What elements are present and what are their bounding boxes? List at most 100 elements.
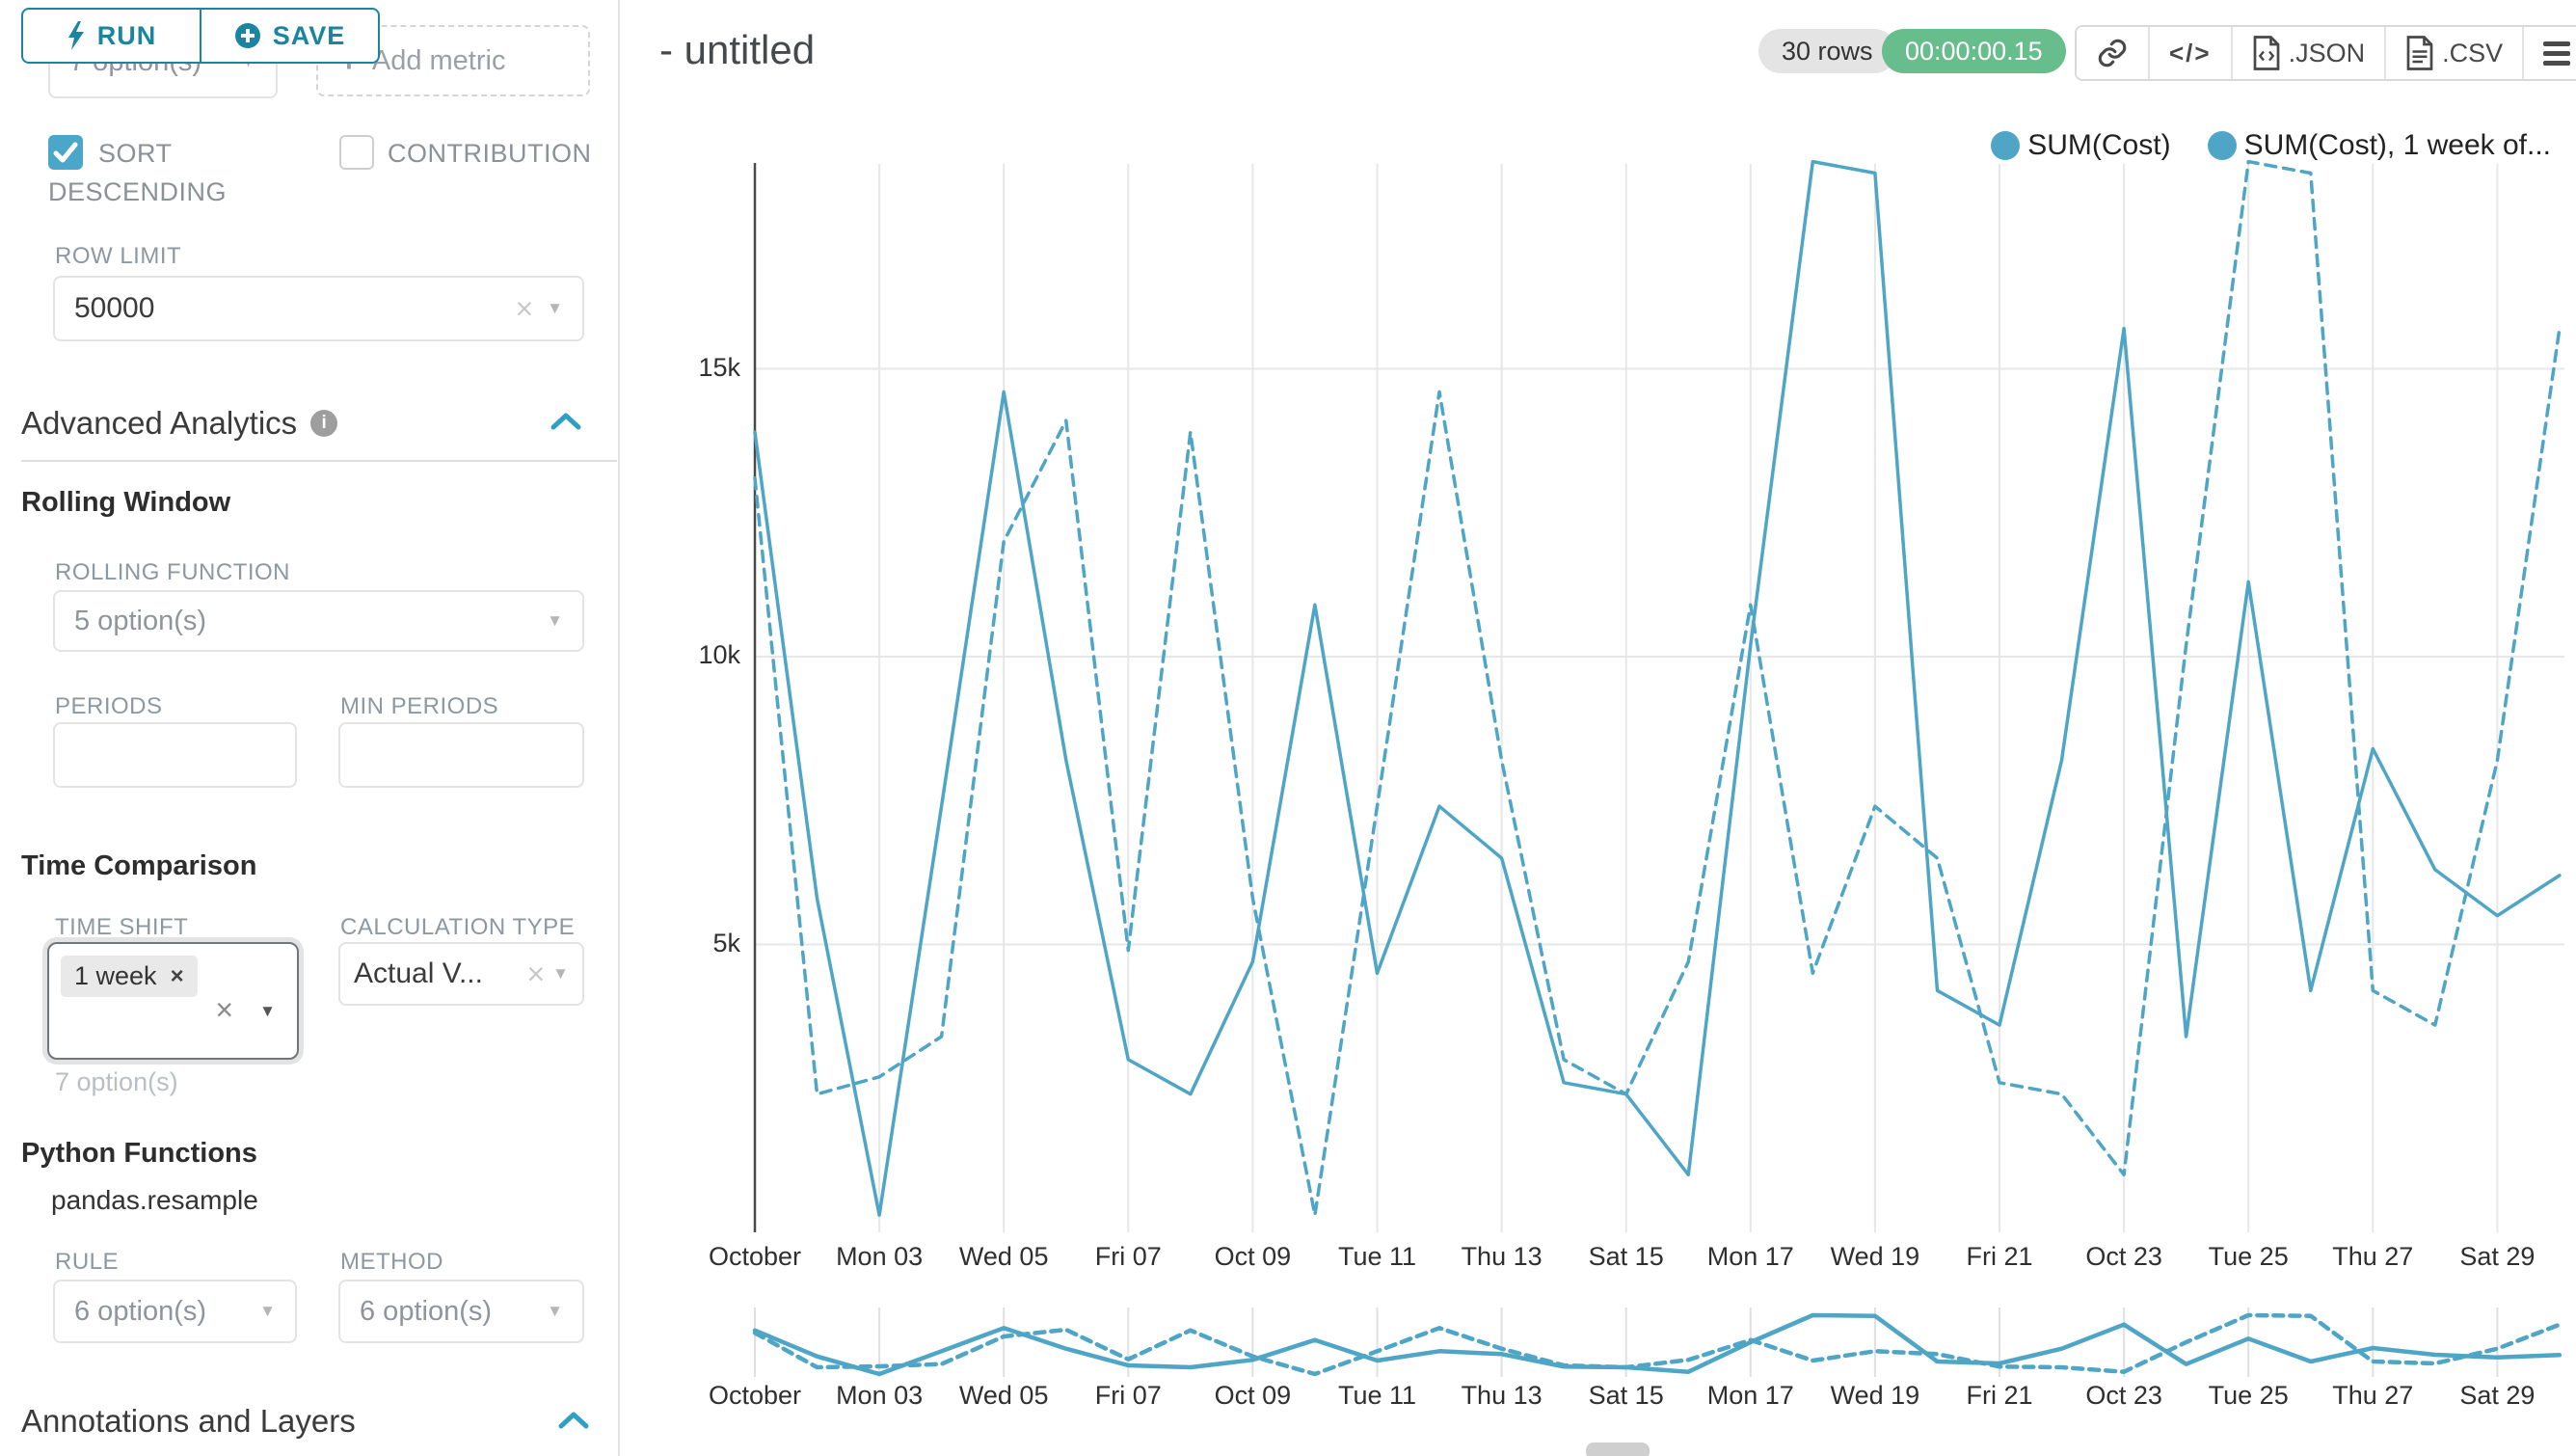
menu-icon (2543, 40, 2571, 66)
calculation-type-select[interactable]: Actual V... × ▼ (338, 942, 584, 1006)
rule-select[interactable]: 6 option(s) ▼ (53, 1280, 297, 1343)
mini-x-axis-tick-label: Thu 27 (2332, 1381, 2414, 1410)
x-axis-tick-label: Wed 05 (958, 1242, 1049, 1271)
file-text-icon (2406, 36, 2433, 70)
save-button[interactable]: SAVE (200, 10, 378, 62)
csv-label: .CSV (2442, 38, 2504, 67)
control-panel-sidebar: 7 option(s) ▼ + Add metric RUN SAVE (0, 0, 620, 1456)
info-icon[interactable]: i (310, 410, 338, 437)
run-button[interactable]: RUN (23, 10, 200, 62)
mini-x-axis-tick-label: Oct 23 (2085, 1381, 2162, 1410)
min-periods-input[interactable] (338, 722, 584, 788)
query-timer-badge: 00:00:00.15 (1882, 29, 2066, 73)
x-axis-tick-label: Sat 29 (2459, 1242, 2536, 1271)
legend-label: SUM(Cost) (2027, 129, 2171, 161)
method-label: METHOD (340, 1249, 443, 1275)
series-line-dashed (753, 160, 2562, 1217)
mini-x-axis-tick-label: Thu 13 (1461, 1381, 1543, 1410)
export-json-button[interactable]: .JSON (2230, 27, 2385, 79)
mini-x-axis-tick-label: Tue 25 (2208, 1381, 2289, 1410)
add-metric-label: Add metric (371, 44, 506, 76)
legend-dot-icon (1991, 131, 2021, 160)
code-icon: </> (2169, 38, 2212, 67)
mini-series-line-solid (752, 1312, 2563, 1377)
x-axis-tick-label: Sat 15 (1588, 1242, 1664, 1271)
embed-code-button[interactable]: </> (2148, 27, 2231, 79)
mini-x-axis-tick-label: Wed 19 (1830, 1381, 1920, 1410)
time-shift-tag: 1 week × (61, 956, 198, 997)
calculation-type-value: Actual V... (354, 957, 483, 989)
periods-input[interactable] (53, 722, 297, 788)
advanced-analytics-title: Advanced Analytics (21, 405, 298, 441)
time-shift-hint: 7 option(s) (55, 1067, 178, 1096)
x-axis-tick-label: Thu 27 (2332, 1242, 2414, 1271)
time-comparison-title: Time Comparison (21, 850, 257, 881)
export-csv-button[interactable]: .CSV (2384, 27, 2523, 79)
mini-preview-chart[interactable] (752, 1302, 2576, 1383)
x-axis-tick-label: October (708, 1242, 802, 1271)
copy-link-button[interactable] (2077, 27, 2148, 79)
json-label: .JSON (2288, 38, 2366, 67)
mini-x-axis-tick-label: Fri 07 (1094, 1381, 1162, 1410)
clear-icon[interactable]: × (526, 957, 546, 991)
row-limit-value: 50000 (74, 292, 155, 324)
method-value: 6 option(s) (360, 1295, 493, 1327)
min-periods-label: MIN PERIODS (340, 693, 499, 719)
annotations-title: Annotations and Layers (21, 1403, 356, 1439)
collapse-chevron-icon[interactable] (550, 411, 582, 432)
chart-title[interactable]: - untitled (659, 27, 816, 72)
time-shift-multiselect[interactable]: 1 week × × ▼ (47, 942, 299, 1060)
time-shift-label: TIME SHIFT (55, 914, 189, 940)
chart-actions-toolbar: </> .JSON .CSV (2075, 25, 2576, 81)
chevron-down-icon: ▼ (547, 1302, 563, 1320)
x-axis-tick-label: Oct 23 (2085, 1242, 2162, 1271)
pandas-resample-label: pandas.resample (51, 1185, 258, 1215)
chevron-down-icon: ▼ (259, 1002, 276, 1020)
clear-icon[interactable]: × (215, 992, 233, 1027)
rolling-function-label: ROLLING FUNCTION (55, 559, 291, 585)
y-axis-tick-label: 5k (712, 928, 740, 957)
sort-descending-checkbox[interactable] (48, 135, 83, 170)
rolling-function-value: 5 option(s) (74, 605, 207, 636)
panel-divider[interactable] (618, 0, 620, 1456)
mini-x-axis-tick-label: Mon 03 (836, 1381, 924, 1410)
x-axis-tick-label: Oct 09 (1214, 1242, 1292, 1271)
calculation-type-label: CALCULATION TYPE (340, 914, 576, 940)
x-axis-tick-label: Fri 07 (1094, 1242, 1162, 1271)
rule-value: 6 option(s) (74, 1295, 207, 1327)
sort-descending-label-1: SORT (98, 139, 173, 168)
clear-icon[interactable]: × (515, 291, 534, 326)
row-limit-select[interactable]: 50000 × ▼ (53, 276, 584, 341)
run-label: RUN (96, 20, 157, 50)
rolling-function-select[interactable]: 5 option(s) ▼ (53, 590, 584, 652)
y-axis-tick-label: 15k (698, 352, 740, 382)
method-select[interactable]: 6 option(s) ▼ (338, 1280, 584, 1343)
timeseries-line-chart[interactable] (752, 160, 2576, 1234)
x-axis-tick-label: Tue 11 (1337, 1242, 1417, 1271)
mini-x-axis-tick-label: Mon 17 (1706, 1381, 1794, 1410)
python-functions-title: Python Functions (21, 1138, 257, 1169)
tag-remove-icon[interactable]: × (170, 962, 184, 989)
sort-descending-label-2: DESCENDING (48, 177, 228, 206)
x-axis-tick-label: Mon 17 (1706, 1242, 1794, 1271)
save-label: SAVE (272, 20, 346, 50)
chart-legend: SUM(Cost) SUM(Cost), 1 week of... (1991, 129, 2551, 162)
more-options-button[interactable] (2522, 27, 2576, 79)
x-axis-tick-label: Wed 19 (1830, 1242, 1920, 1271)
file-code-icon (2253, 36, 2279, 70)
x-axis-tick-label: Tue 25 (2208, 1242, 2289, 1271)
horizontal-scrollbar-thumb[interactable] (1586, 1443, 1650, 1456)
legend-item[interactable]: SUM(Cost), 1 week of... (2207, 129, 2551, 162)
link-icon (2098, 39, 2127, 67)
legend-item[interactable]: SUM(Cost) (1991, 129, 2171, 162)
chevron-down-icon: ▼ (552, 964, 569, 983)
annotations-header: Annotations and Layers (21, 1403, 356, 1440)
y-axis-tick-label: 10k (698, 640, 740, 669)
mini-x-axis-tick-label: Tue 11 (1337, 1381, 1417, 1410)
mini-x-axis-tick-label: Oct 09 (1214, 1381, 1292, 1410)
collapse-chevron-icon[interactable] (557, 1410, 590, 1431)
mini-x-axis-tick-label: Sat 15 (1588, 1381, 1664, 1410)
contribution-checkbox[interactable] (339, 135, 374, 170)
advanced-analytics-header: Advanced Analytics i (21, 405, 338, 442)
